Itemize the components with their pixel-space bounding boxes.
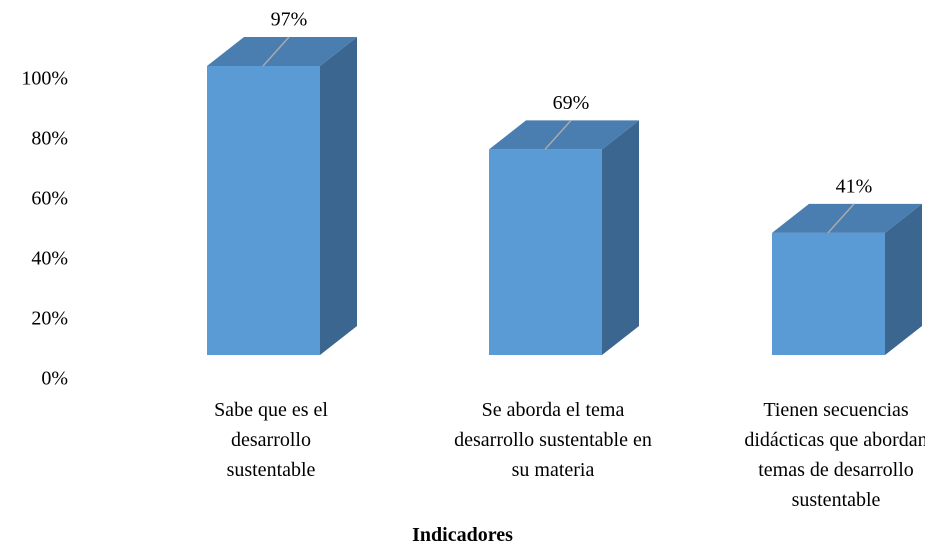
y-tick-label: 0%: [41, 368, 68, 390]
label-leader: [262, 36, 290, 67]
bar-top: [489, 120, 639, 150]
bar-side: [320, 36, 357, 355]
bar-side: [602, 120, 639, 355]
data-label: 97%: [271, 9, 308, 31]
bar: [772, 232, 885, 355]
x-tick-label: Tienen secuencias didácticas que abordan…: [744, 399, 925, 511]
bar-side: [885, 203, 922, 355]
label-leader: [544, 119, 572, 150]
label-leader: [827, 203, 855, 234]
y-tick-label: 20%: [31, 308, 68, 330]
data-label: 41%: [836, 175, 873, 197]
y-tick-label: 60%: [31, 188, 68, 210]
y-tick-label: 80%: [31, 128, 68, 150]
x-tick-label: Sabe que es el desarrollo sustentable: [214, 399, 328, 481]
bar: [207, 65, 320, 355]
y-tick-label: 100%: [21, 68, 68, 90]
data-label: 69%: [553, 92, 590, 114]
x-tick-label: Se aborda el tema desarrollo sustentable…: [454, 399, 652, 481]
y-tick-label: 40%: [31, 248, 68, 270]
bar-top: [207, 36, 357, 66]
bar-top: [772, 203, 922, 233]
bar: [489, 149, 602, 355]
x-axis-title: Indicadores: [412, 524, 513, 546]
